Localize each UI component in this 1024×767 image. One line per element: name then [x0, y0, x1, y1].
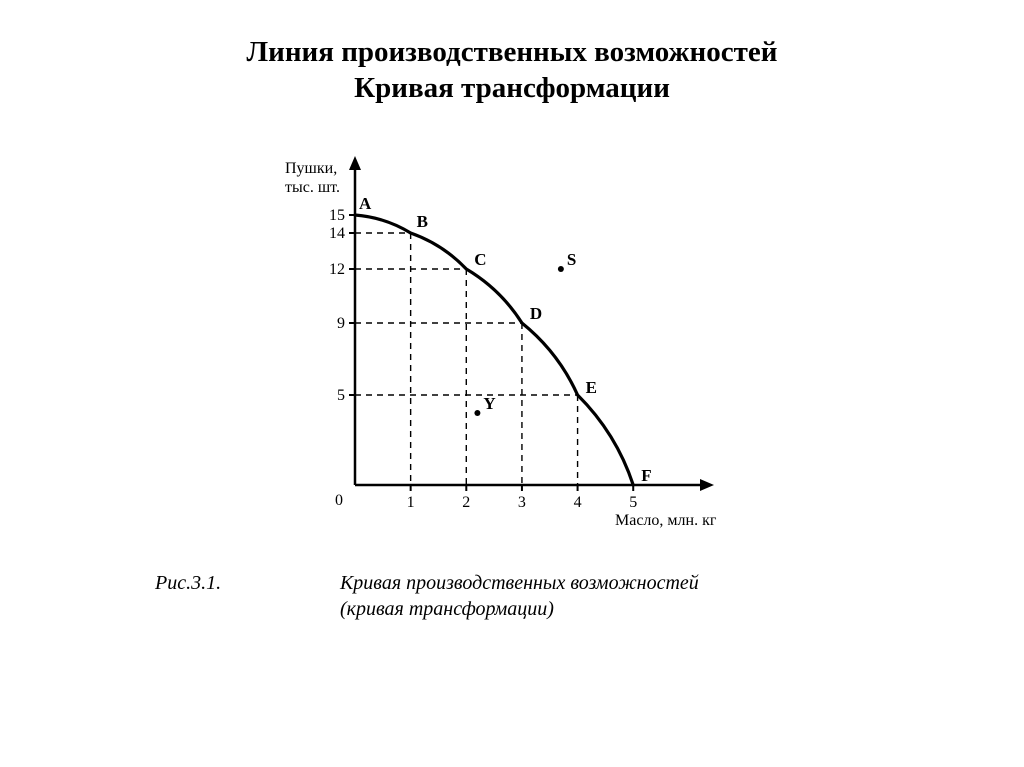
title-line-1: Линия производственных возможностей	[247, 36, 778, 68]
y-tick-label-15: 15	[329, 207, 345, 224]
x-tick-label-4: 4	[574, 494, 582, 511]
figure-text-line-1: Кривая производственных возможностей	[340, 572, 699, 594]
figure-caption: Рис.3.1. Кривая производственных возможн…	[155, 570, 915, 622]
origin-label: 0	[335, 492, 343, 509]
y-tick-label-14: 14	[329, 225, 345, 242]
x-tick-label-5: 5	[629, 494, 637, 511]
free-point-label-S: S	[567, 250, 576, 269]
y-axis-arrow	[349, 156, 361, 170]
point-label-A: A	[359, 194, 372, 213]
y-tick-label-5: 5	[337, 387, 345, 404]
page-title: Линия производственных возможностей Крив…	[0, 34, 1024, 107]
x-axis-label: Масло, млн. кг	[615, 512, 717, 529]
free-point-dot-S	[558, 266, 564, 272]
free-point-dot-Y	[474, 410, 480, 416]
y-axis-label-1: Пушки,	[285, 160, 337, 177]
point-label-C: C	[474, 250, 486, 269]
ppf-curve	[355, 215, 633, 485]
point-label-F: F	[641, 466, 651, 485]
y-tick-label-12: 12	[329, 261, 345, 278]
x-tick-label-3: 3	[518, 494, 526, 511]
chart-svg: 12345591214150Пушки,тыс. шт.Масло, млн. …	[270, 145, 750, 545]
point-label-E: E	[586, 378, 597, 397]
figure-text: Кривая производственных возможностей (кр…	[340, 570, 880, 622]
free-point-label-Y: Y	[483, 394, 495, 413]
point-label-D: D	[530, 304, 542, 323]
x-tick-label-1: 1	[407, 494, 415, 511]
ppf-chart: 12345591214150Пушки,тыс. шт.Масло, млн. …	[270, 145, 750, 545]
figure-number: Рис.3.1.	[155, 570, 335, 596]
y-axis-label-2: тыс. шт.	[285, 179, 340, 196]
title-line-2: Кривая трансформации	[354, 72, 670, 104]
point-label-B: B	[417, 212, 428, 231]
x-tick-label-2: 2	[462, 494, 470, 511]
y-tick-label-9: 9	[337, 315, 345, 332]
figure-text-line-2: (кривая трансформации)	[340, 598, 554, 620]
x-axis-arrow	[700, 479, 714, 491]
